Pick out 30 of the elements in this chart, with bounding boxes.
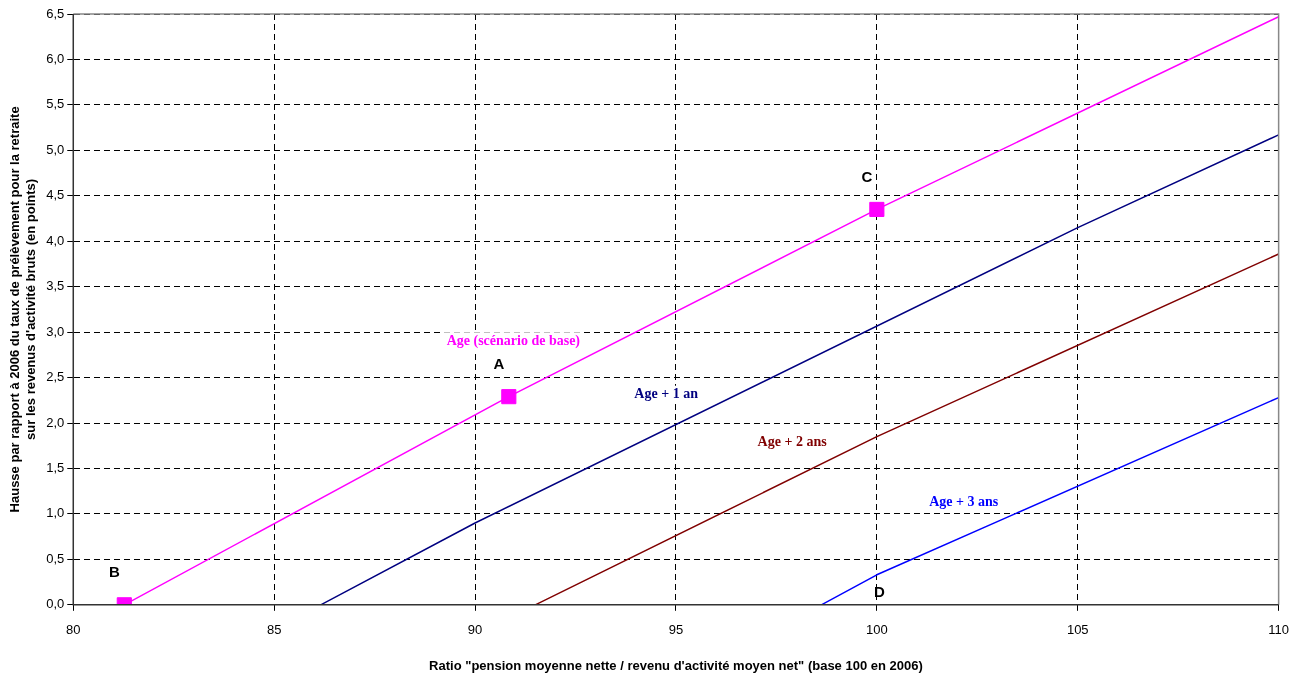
x-tick-label: 80 bbox=[66, 622, 81, 638]
x-tick-label: 100 bbox=[866, 622, 888, 638]
series-label: Age + 1 an bbox=[634, 386, 699, 402]
y-tick-label: 5,0 bbox=[46, 141, 65, 157]
y-tick-label: 2,5 bbox=[46, 369, 65, 385]
y-tick-label: 0,0 bbox=[46, 596, 65, 612]
x-axis-title: Ratio "pension moyenne nette / revenu d'activité moyen net" (base 100 en 2006) bbox=[429, 657, 923, 673]
y-tick-label: 6,5 bbox=[46, 5, 65, 21]
annotation: A bbox=[493, 354, 505, 372]
y-tick-label: 3,0 bbox=[46, 323, 65, 339]
y-tick-label: 4,0 bbox=[46, 232, 65, 248]
series-label: Age + 2 ans bbox=[757, 434, 828, 450]
series-label: Age (scénario de base) bbox=[446, 332, 581, 349]
y-tick-label: 5,5 bbox=[46, 96, 65, 112]
y-tick-label: 3,5 bbox=[46, 278, 65, 294]
annotation: C bbox=[861, 167, 873, 185]
x-tick-label: 95 bbox=[668, 622, 684, 638]
y-tick-label: 6,0 bbox=[46, 51, 65, 67]
y-axis-title: Hausse par rapport à 2006 du taux de prélèvement pour la retraite sur les revenus d'activité bruts (en points) bbox=[7, 106, 38, 513]
y-tick-label: 1,0 bbox=[46, 505, 65, 521]
x-tick-label: 90 bbox=[467, 622, 483, 638]
y-tick-label: 1,5 bbox=[46, 460, 65, 476]
x-tick-label: 85 bbox=[266, 622, 282, 638]
y-tick-label: 4,5 bbox=[46, 187, 65, 203]
series-label: Age + 3 ans bbox=[929, 494, 999, 510]
y-tick-label: 0,5 bbox=[46, 550, 65, 566]
x-tick-label: 105 bbox=[1066, 622, 1089, 638]
x-tick-label: 110 bbox=[1268, 622, 1289, 638]
y-tick-label: 2,0 bbox=[46, 414, 65, 430]
annotation: B bbox=[108, 562, 120, 580]
